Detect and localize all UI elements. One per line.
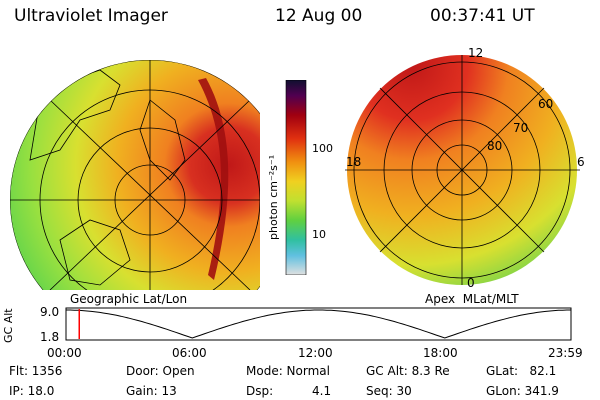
- time-tick-0600: 06:00: [172, 346, 207, 360]
- altitude-tick-1-8: 1.8: [40, 330, 60, 344]
- magnetic-auroral-image: [345, 55, 580, 285]
- sequence-number: Seq: 30: [366, 384, 412, 398]
- image-time: 00:37:41 UT: [430, 6, 535, 26]
- mlat-label-80: 80: [487, 139, 503, 153]
- geographic-auroral-image: [10, 60, 260, 290]
- mode-value: Mode: Normal: [246, 364, 330, 378]
- door-status: Door: Open: [126, 364, 195, 378]
- geographic-caption: Geographic Lat/Lon: [70, 292, 188, 306]
- colorbar-tick-100: 100: [312, 142, 333, 155]
- ip-value: IP: 18.0: [9, 384, 55, 398]
- instrument-title: Ultraviolet Imager: [14, 6, 168, 26]
- mlt-label-12: 12: [468, 46, 484, 60]
- altitude-curve: [66, 309, 571, 339]
- geo-latitude: GLat: 82.1: [486, 364, 557, 378]
- time-tick-0000: 00:00: [47, 346, 82, 360]
- mlat-label-60: 60: [538, 97, 554, 111]
- mlt-label-18: 18: [346, 155, 362, 169]
- time-tick-2359: 23:59: [548, 346, 583, 360]
- altitude-tick-9: 9.0: [40, 305, 60, 319]
- flight-number: Flt: 1356: [9, 364, 63, 378]
- dsp-value: 4.1: [312, 384, 332, 398]
- colorbar-unit-label: photon cm⁻²s⁻¹: [267, 154, 280, 240]
- time-tick-1800: 18:00: [423, 346, 458, 360]
- time-tick-1200: 12:00: [298, 346, 333, 360]
- gain-value: Gain: 13: [126, 384, 177, 398]
- colorbar-tick-10: 10: [312, 228, 326, 241]
- altitude-axis-label: GC Alt: [2, 308, 15, 343]
- mlt-label-0: 0: [467, 276, 475, 290]
- mlat-label-70: 70: [513, 121, 529, 135]
- image-date: 12 Aug 00: [275, 6, 363, 26]
- altitude-plot: [65, 307, 572, 341]
- geo-longitude: GLon: 341.9: [486, 384, 559, 398]
- dsp-label: Dsp:: [246, 384, 274, 398]
- gc-altitude: GC Alt: 8.3 Re: [366, 364, 450, 378]
- intensity-colorbar: [285, 80, 307, 275]
- magnetic-caption: Apex MLat/MLT: [425, 292, 519, 306]
- mlt-label-6: 6: [577, 155, 585, 169]
